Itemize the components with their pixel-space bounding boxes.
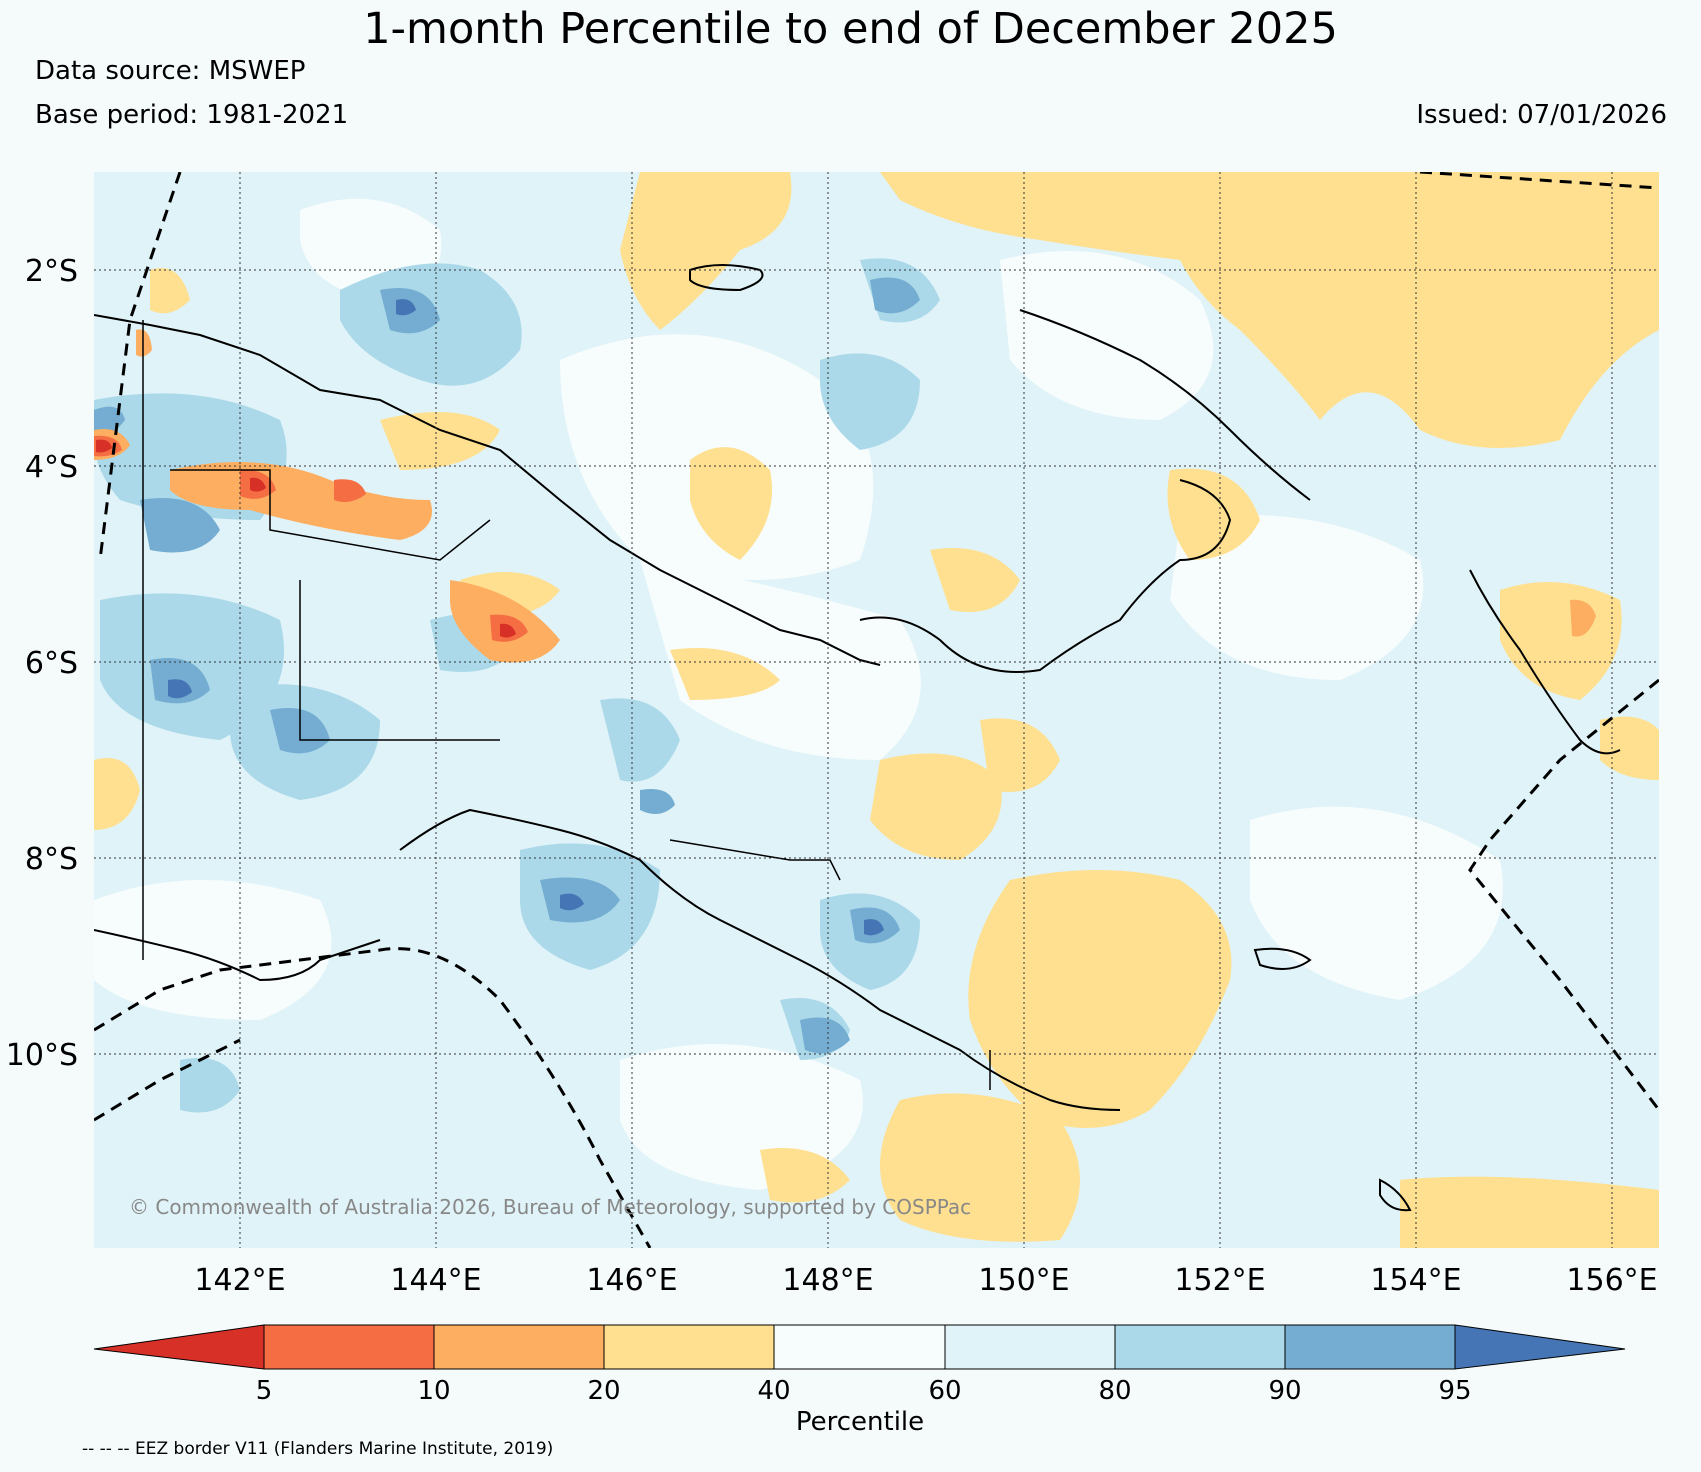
colorbar-label: Percentile xyxy=(796,1407,924,1437)
latitude-labels: 2°S 4°S 6°S 8°S 10°S xyxy=(6,254,78,1073)
eez-borders xyxy=(94,172,1659,1248)
colorbar-tick: 5 xyxy=(256,1376,273,1406)
colorbar-tick: 95 xyxy=(1438,1376,1471,1406)
colorbar-segment xyxy=(263,1324,435,1370)
lat-tick: 4°S xyxy=(25,450,78,485)
colorbar-tick: 10 xyxy=(417,1376,450,1406)
colorbar-tick: 40 xyxy=(757,1376,790,1406)
map-title: 1-month Percentile to end of December 20… xyxy=(363,4,1338,54)
near-normal-regions xyxy=(94,198,1503,1190)
base-period: Base period: 1981-2021 xyxy=(35,100,349,130)
colorbar-segment xyxy=(603,1324,775,1370)
coastlines xyxy=(94,264,1621,1212)
colorbar-segment xyxy=(773,1324,946,1370)
below-normal-regions xyxy=(94,172,1659,1248)
lon-tick: 156°E xyxy=(1566,1263,1657,1298)
colorbar: 5 10 20 40 60 80 90 95 Percentile xyxy=(93,1324,1626,1437)
extreme-wet-regions xyxy=(168,299,884,936)
lat-tick: 8°S xyxy=(25,842,78,877)
extreme-dry-regions xyxy=(96,439,516,638)
colorbar-segment xyxy=(433,1324,605,1370)
lon-tick: 144°E xyxy=(390,1263,481,1298)
lon-tick: 148°E xyxy=(782,1263,873,1298)
colorbar-right-arrow xyxy=(1454,1324,1626,1370)
lon-tick: 150°E xyxy=(978,1263,1069,1298)
lon-tick: 154°E xyxy=(1370,1263,1461,1298)
colorbar-left-arrow xyxy=(93,1324,265,1370)
colorbar-segment xyxy=(944,1324,1116,1370)
colorbar-segment xyxy=(1284,1324,1456,1370)
lat-tick: 10°S xyxy=(6,1038,78,1073)
province-borders xyxy=(142,320,991,1090)
colorbar-tick: 60 xyxy=(928,1376,961,1406)
lon-tick: 142°E xyxy=(194,1263,285,1298)
colorbar-tick: 80 xyxy=(1098,1376,1131,1406)
eez-legend-note: -- -- -- EEZ border V11 (Flanders Marine… xyxy=(82,1439,554,1459)
copyright-notice: © Commonwealth of Australia 2026, Bureau… xyxy=(129,1195,971,1219)
lon-tick: 146°E xyxy=(586,1263,677,1298)
lat-tick: 2°S xyxy=(25,254,78,289)
graticule xyxy=(94,172,1659,1248)
data-source: Data source: MSWEP xyxy=(35,56,306,86)
lon-tick: 152°E xyxy=(1174,1263,1265,1298)
lat-tick: 6°S xyxy=(25,646,78,681)
issued-date: Issued: 07/01/2026 xyxy=(1416,100,1667,130)
colorbar-tick: 90 xyxy=(1268,1376,1301,1406)
longitude-labels: 142°E 144°E 146°E 148°E 150°E 152°E 154°… xyxy=(194,1263,1657,1298)
colorbar-tick: 20 xyxy=(587,1376,620,1406)
map-area: © Commonwealth of Australia 2026, Bureau… xyxy=(94,172,1659,1248)
colorbar-segment xyxy=(1114,1324,1286,1370)
